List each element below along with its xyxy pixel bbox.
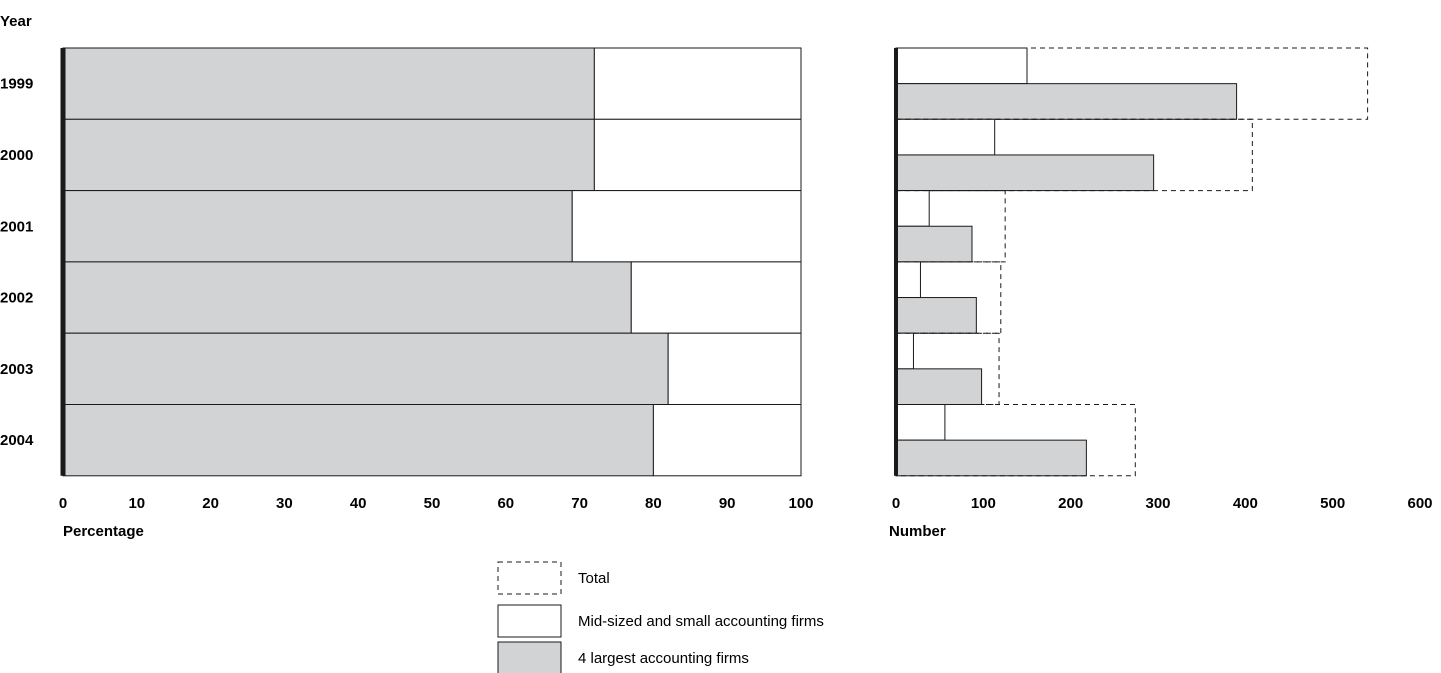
bar-4-largest-2002 <box>62 261 632 334</box>
left-x-tick-label: 100 <box>788 495 813 512</box>
year-label: 2004 <box>0 432 34 449</box>
bar-mid-small-number-2001 <box>895 190 930 227</box>
bar-4-largest-2004 <box>62 404 654 477</box>
bar-4-largest-2003 <box>62 332 669 406</box>
bar-mid-small-number-1999 <box>895 47 1028 85</box>
bar-mid-small-2003 <box>667 332 802 406</box>
bar-mid-small-number-2003 <box>895 332 914 370</box>
bar-total-2003 <box>895 332 1000 406</box>
bar-4-largest-2001 <box>62 190 573 263</box>
right-x-tick-label: 500 <box>1320 495 1345 512</box>
left-x-tick-label: 20 <box>202 495 219 512</box>
percentage-chart: 1999 2000 2001 2002 2003 2004 0 10 20 30 40 50 60 70 8… <box>0 47 814 512</box>
right-x-tick-label: 300 <box>1145 495 1170 512</box>
legend-swatch-dashed <box>497 561 562 595</box>
y-axis-title: Year <box>0 13 32 30</box>
left-x-tick-label: 10 <box>128 495 145 512</box>
right-x-axis-title: Number <box>889 523 946 540</box>
right-x-tick-label: 400 <box>1233 495 1258 512</box>
bar-mid-small-1999 <box>593 47 802 120</box>
left-x-tick-label: 80 <box>645 495 662 512</box>
right-x-tick-label: 0 <box>892 495 900 512</box>
left-x-tick-label: 60 <box>497 495 514 512</box>
year-label: 2000 <box>0 147 33 164</box>
bar-4-largest-number-2004 <box>895 439 1087 477</box>
bar-mid-small-2000 <box>593 118 802 192</box>
bar-mid-small-2001 <box>571 190 802 263</box>
right-x-tick-label: 200 <box>1058 495 1083 512</box>
bar-4-largest-2000 <box>62 118 595 192</box>
bar-mid-small-2004 <box>652 404 802 477</box>
left-x-tick-label: 90 <box>719 495 736 512</box>
left-x-tick-label: 0 <box>59 495 67 512</box>
bar-4-largest-number-1999 <box>895 83 1238 120</box>
year-label: 2001 <box>0 218 33 235</box>
year-label: 1999 <box>0 76 33 93</box>
left-x-tick-label: 30 <box>276 495 293 512</box>
year-label: 2002 <box>0 290 33 307</box>
bar-mid-small-number-2002 <box>895 261 921 299</box>
right-x-tick-label: 600 <box>1407 495 1432 512</box>
bar-4-largest-number-2000 <box>895 154 1155 192</box>
bar-4-largest-number-2001 <box>895 225 973 263</box>
left-x-tick-label: 50 <box>424 495 441 512</box>
left-x-axis-title: Percentage <box>63 523 144 540</box>
left-x-tick-label: 70 <box>571 495 588 512</box>
bar-mid-small-2002 <box>630 261 802 334</box>
bar-mid-small-number-2004 <box>895 404 946 441</box>
legend: Total Mid-sized and small accounting firm… <box>497 561 824 673</box>
bar-4-largest-number-2003 <box>895 368 983 406</box>
right-x-tick-label: 100 <box>971 495 996 512</box>
legend-label: Total <box>578 570 610 587</box>
legend-label: 4 largest accounting firms <box>578 650 749 667</box>
year-label: 2003 <box>0 361 33 378</box>
legend-swatch-gray <box>497 641 562 673</box>
bar-mid-small-number-2000 <box>895 118 996 156</box>
legend-label: Mid-sized and small accounting firms <box>578 613 824 630</box>
number-chart: 0 100 200 300 400 500 600 <box>892 47 1433 512</box>
left-x-tick-label: 40 <box>350 495 367 512</box>
bar-4-largest-1999 <box>62 47 595 120</box>
legend-swatch-white <box>497 604 562 638</box>
bar-4-largest-number-2002 <box>895 297 977 334</box>
